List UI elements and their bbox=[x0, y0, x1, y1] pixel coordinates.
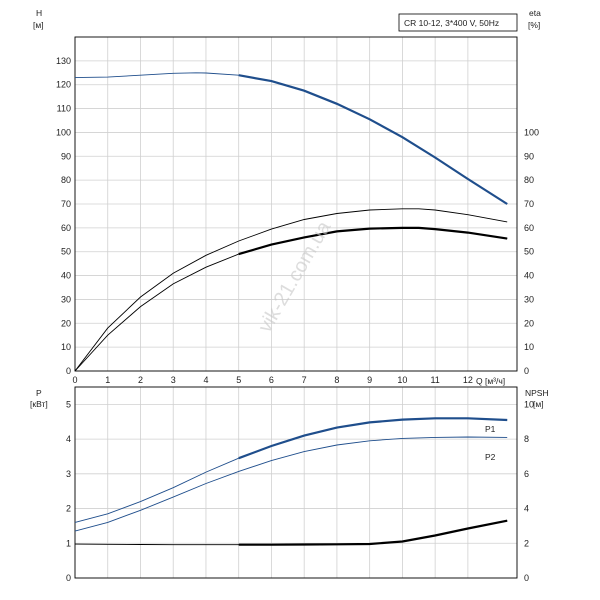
left-tick-label: 70 bbox=[61, 199, 71, 209]
left-tick-label: 50 bbox=[61, 247, 71, 257]
left-tick-label: 90 bbox=[61, 151, 71, 161]
x-tick-label: 8 bbox=[334, 375, 339, 385]
x-tick-label: 3 bbox=[171, 375, 176, 385]
x-tick-label: 7 bbox=[302, 375, 307, 385]
left-tick-label: 110 bbox=[57, 104, 71, 114]
x-tick-label: 2 bbox=[138, 375, 143, 385]
x-tick-label: 0 bbox=[72, 375, 77, 385]
curve-line bbox=[74, 520, 508, 546]
x-tick-label: 4 bbox=[203, 375, 208, 385]
grid-layer bbox=[74, 36, 518, 579]
top-left-axis-unit: [м] bbox=[33, 20, 44, 30]
left-tick-label: 1 bbox=[66, 538, 71, 548]
curve-line bbox=[74, 417, 508, 523]
curve-line bbox=[74, 436, 508, 532]
left-tick-label: 0 bbox=[66, 366, 71, 376]
right-tick-label: 10 bbox=[524, 342, 534, 352]
plot-frame bbox=[74, 36, 518, 372]
right-tick-label: 20 bbox=[524, 318, 534, 328]
left-tick-label: 5 bbox=[66, 399, 71, 409]
right-tick-label: 70 bbox=[524, 199, 534, 209]
top-right-axis-unit: [%] bbox=[528, 20, 540, 30]
right-tick-label: 8 bbox=[524, 434, 529, 444]
left-tick-label: 120 bbox=[56, 80, 71, 90]
bottom-left-axis-label: P bbox=[36, 388, 42, 398]
right-tick-label: 40 bbox=[524, 271, 534, 281]
right-tick-label: 10 bbox=[524, 399, 534, 409]
x-tick-label: 10 bbox=[397, 375, 407, 385]
bottom-left-axis-unit: [кВт] bbox=[30, 399, 48, 409]
series-label-p1: P1 bbox=[485, 424, 496, 434]
x-tick-label: 1 bbox=[105, 375, 110, 385]
curve-line-operating-range bbox=[238, 74, 508, 205]
left-tick-label: 2 bbox=[66, 504, 71, 514]
x-tick-label: 12 bbox=[463, 375, 473, 385]
curve-line bbox=[74, 208, 508, 372]
top-left-axis-label: H bbox=[36, 8, 42, 18]
right-tick-label: 30 bbox=[524, 294, 534, 304]
chart-title-box bbox=[398, 13, 518, 32]
x-tick-label: 9 bbox=[367, 375, 372, 385]
curve-line-operating-range bbox=[238, 226, 508, 256]
left-tick-label: 0 bbox=[66, 573, 71, 583]
left-tick-label: 30 bbox=[61, 294, 71, 304]
left-tick-label: 80 bbox=[61, 175, 71, 185]
right-tick-label: 4 bbox=[524, 504, 529, 514]
x-tick-label: 5 bbox=[236, 375, 241, 385]
x-tick-label: 6 bbox=[269, 375, 274, 385]
right-tick-label: 2 bbox=[524, 538, 529, 548]
right-tick-label: 0 bbox=[524, 366, 529, 376]
curve-line bbox=[74, 72, 508, 205]
right-tick-label: 50 bbox=[524, 247, 534, 257]
watermark-text: vik-21.com.ua bbox=[254, 217, 336, 337]
left-tick-label: 4 bbox=[66, 434, 71, 444]
left-tick-label: 3 bbox=[66, 469, 71, 479]
series-layer bbox=[74, 72, 508, 546]
right-tick-label: 60 bbox=[524, 223, 534, 233]
tick-layer: 0102030405060708090100110120130010203040… bbox=[56, 56, 539, 583]
left-tick-label: 60 bbox=[61, 223, 71, 233]
left-tick-label: 10 bbox=[61, 342, 71, 352]
curve-line-operating-range bbox=[238, 519, 508, 546]
x-tick-label: 11 bbox=[430, 375, 439, 385]
left-tick-label: 100 bbox=[56, 127, 71, 137]
left-tick-label: 20 bbox=[61, 318, 71, 328]
left-tick-label: 40 bbox=[61, 271, 71, 281]
right-tick-label: 0 bbox=[524, 573, 529, 583]
right-tick-label: 90 bbox=[524, 151, 534, 161]
bottom-right-axis-label: NPSH bbox=[525, 388, 549, 398]
plot-frame bbox=[74, 386, 518, 579]
curve-line-operating-range bbox=[238, 417, 508, 460]
left-tick-label: 130 bbox=[56, 56, 71, 66]
right-tick-label: 6 bbox=[524, 469, 529, 479]
top-right-axis-label: eta bbox=[529, 8, 541, 18]
series-label-p2: P2 bbox=[485, 452, 496, 462]
chart-title: CR 10-12, 3*400 V, 50Hz bbox=[404, 18, 499, 28]
right-tick-label: 100 bbox=[524, 127, 539, 137]
bottom-right-axis-unit: [м] bbox=[533, 399, 544, 409]
x-axis-label: Q [м³/ч] bbox=[476, 376, 505, 386]
right-tick-label: 80 bbox=[524, 175, 534, 185]
